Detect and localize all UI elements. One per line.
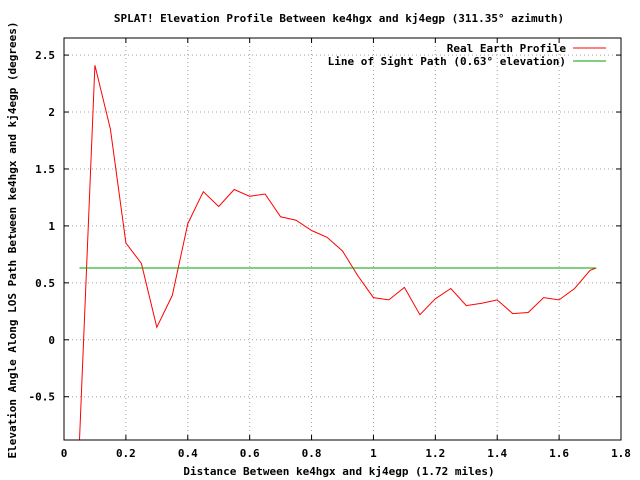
- y-tick-label: 1.5: [35, 163, 55, 176]
- y-tick-label: -0.5: [29, 391, 56, 404]
- legend-label: Line of Sight Path (0.63° elevation): [328, 55, 566, 68]
- series-line-real-earth-profile: [79, 65, 597, 441]
- x-tick-label: 0.4: [178, 447, 198, 460]
- x-tick-label: 1.2: [425, 447, 445, 460]
- x-tick-label: 1.4: [487, 447, 507, 460]
- y-tick-label: 0.5: [35, 277, 55, 290]
- legend-label: Real Earth Profile: [447, 42, 567, 55]
- chart-title: SPLAT! Elevation Profile Between ke4hgx …: [114, 12, 564, 25]
- x-tick-label: 0.8: [302, 447, 322, 460]
- y-axis-label: Elevation Angle Along LOS Path Between k…: [6, 21, 19, 458]
- grid: [64, 38, 621, 440]
- x-tick-label: 1: [370, 447, 377, 460]
- x-tick-label: 0.6: [240, 447, 260, 460]
- y-tick-label: 2.5: [35, 49, 55, 62]
- y-tick-label: 2: [48, 106, 55, 119]
- y-tick-label: 1: [48, 220, 55, 233]
- tick-labels: 0 0.2 0.4 0.6 0.8 1 1.2 1.4 1.6 1.8 -0.5 0 0.5 1 1.5 2 2…: [29, 38, 631, 460]
- x-axis-label: Distance Between ke4hgx and kj4egp (1.72…: [183, 465, 494, 478]
- series-layer: [79, 65, 597, 441]
- x-tick-label: 0.2: [116, 447, 136, 460]
- plot-frame: [63, 37, 622, 441]
- x-tick-label: 1.6: [549, 447, 569, 460]
- x-tick-label: 1.8: [611, 447, 631, 460]
- x-tick-label: 0: [61, 447, 68, 460]
- y-tick-label: 0: [48, 334, 55, 347]
